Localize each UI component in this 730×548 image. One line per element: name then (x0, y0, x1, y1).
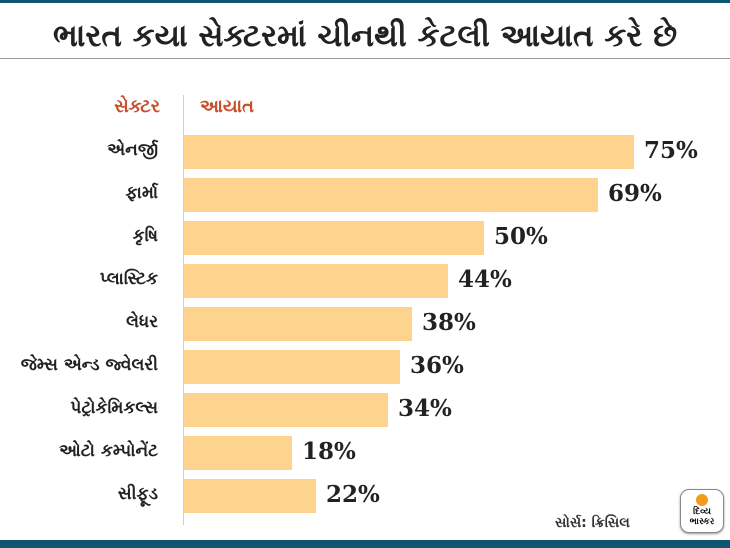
category-label: જેમ્સ એન્ડ જ્વેલરી (20, 355, 158, 375)
bar (184, 393, 388, 427)
y-axis-header: સેક્ટર (114, 96, 160, 117)
bar (184, 264, 448, 298)
value-label: 50% (494, 223, 548, 250)
source-note: સોર્સ: ક્રિસિલ (555, 515, 630, 531)
title-divider (0, 58, 730, 59)
value-label: 18% (302, 438, 356, 465)
divya-bhaskar-logo: દિવ્ય ભાસ્કર (680, 489, 724, 533)
bar-row: ફાર્મા 69% (0, 178, 730, 212)
bar-row: પેટ્રોકેમિકલ્સ 34% (0, 393, 730, 427)
bar (184, 436, 292, 470)
category-label: ફાર્મા (125, 183, 158, 203)
category-label: પ્લાસ્ટિક (99, 269, 158, 289)
bottom-brand-bar (0, 540, 730, 548)
sun-icon (696, 494, 708, 506)
bar-row: પ્લાસ્ટિક 44% (0, 264, 730, 298)
bar (184, 307, 412, 341)
value-label: 69% (608, 180, 662, 207)
bar-row: ઓટો કમ્પોનેંટ 18% (0, 436, 730, 470)
bar (184, 479, 316, 513)
category-label: સીફૂડ (117, 484, 158, 504)
category-label: લેધર (126, 312, 158, 332)
value-label: 22% (326, 481, 380, 508)
category-label: એનર્જી (107, 140, 158, 160)
bar-row: એનર્જી 75% (0, 135, 730, 169)
value-label: 34% (398, 395, 452, 422)
value-label: 38% (422, 309, 476, 336)
top-brand-bar (0, 0, 730, 3)
x-axis-header: આયાત (200, 96, 254, 117)
bar (184, 178, 598, 212)
bar-row: જેમ્સ એન્ડ જ્વેલરી 36% (0, 350, 730, 384)
bar-row: સીફૂડ 22% (0, 479, 730, 513)
value-label: 75% (644, 137, 698, 164)
value-label: 36% (410, 352, 464, 379)
bar-row: લેધર 38% (0, 307, 730, 341)
bar (184, 221, 484, 255)
bar-row: કૃષિ 50% (0, 221, 730, 255)
category-label: કૃષિ (132, 226, 158, 246)
bar (184, 350, 400, 384)
value-label: 44% (458, 266, 512, 293)
category-label: પેટ્રોકેમિકલ્સ (70, 398, 158, 418)
chart-title: ભારત કયા સેક્ટરમાં ચીનથી કેટલી આયાત કરે … (52, 18, 678, 54)
bar (184, 135, 634, 169)
category-label: ઓટો કમ્પોનેંટ (59, 441, 158, 461)
axis-line (183, 95, 184, 525)
